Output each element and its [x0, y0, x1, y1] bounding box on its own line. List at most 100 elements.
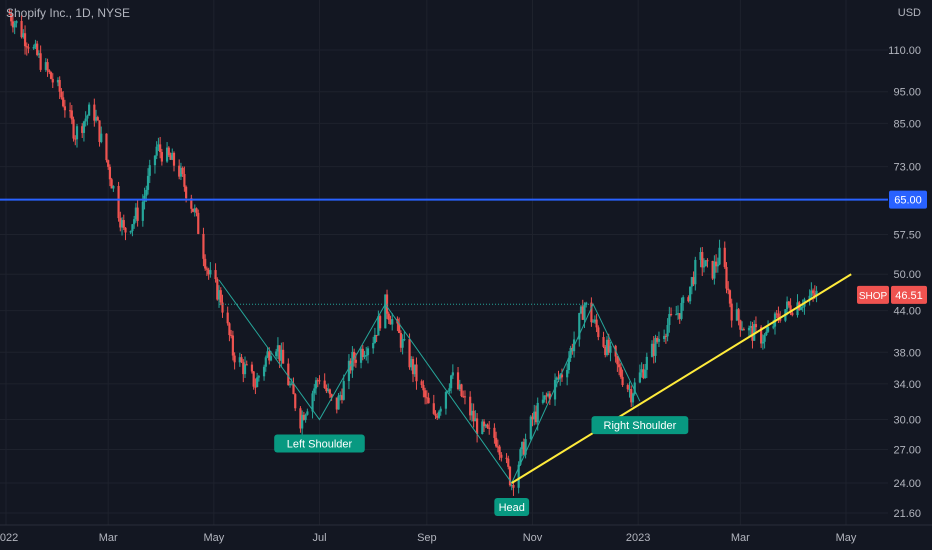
y-tick-label: 30.00 — [893, 415, 921, 427]
candle-body — [609, 345, 612, 353]
candle-body — [37, 53, 41, 55]
candle-body — [463, 396, 467, 398]
candle-body — [169, 155, 172, 160]
candle-body — [642, 369, 645, 378]
candle-body — [678, 313, 681, 319]
candle-body — [486, 424, 489, 428]
candle-body — [204, 258, 207, 269]
candle-body — [531, 416, 534, 420]
candle-body — [301, 414, 304, 429]
candle-body — [403, 339, 406, 341]
candle-body — [100, 133, 103, 142]
candle-body — [702, 266, 706, 268]
candle-body — [437, 411, 441, 418]
candle-body — [760, 327, 763, 344]
candle-body — [391, 318, 394, 325]
candle-body — [318, 380, 321, 382]
candle-body — [181, 167, 184, 175]
candle-body — [628, 389, 631, 391]
candle-body — [242, 362, 245, 375]
candle-body — [107, 160, 110, 167]
candle-body — [595, 319, 598, 328]
candle-body — [687, 297, 690, 302]
candle-body — [84, 118, 87, 122]
candle-body — [663, 335, 666, 340]
candle-body — [157, 144, 160, 147]
candle-body — [183, 174, 186, 187]
candle-body — [342, 381, 345, 400]
candle-body — [597, 327, 600, 338]
y-tick-label: 24.00 — [893, 478, 921, 490]
candle-body — [22, 33, 25, 38]
candle-body — [316, 380, 319, 382]
candle-body — [786, 301, 789, 310]
candle-body — [652, 343, 655, 356]
candle-body — [496, 446, 499, 448]
candle-body — [119, 218, 122, 228]
candle-body — [607, 339, 610, 353]
x-tick-label: Mar — [99, 532, 118, 544]
candle-body — [217, 290, 221, 300]
candle-body — [328, 389, 331, 395]
candle-body — [193, 208, 196, 212]
annotation-box — [591, 416, 689, 435]
candle-body — [243, 364, 247, 375]
candle-body — [650, 343, 654, 357]
candle-body — [706, 260, 709, 262]
chart-title: Shopify Inc., 1D, NYSE — [6, 6, 131, 20]
candle-body — [81, 126, 84, 133]
candle-body — [110, 179, 113, 189]
candle-body — [299, 408, 302, 429]
level-price-tag — [889, 190, 927, 209]
candle-body — [654, 338, 657, 356]
candle-body — [287, 363, 290, 386]
candle-body — [347, 360, 351, 382]
candle-body — [233, 355, 236, 363]
annotation-box — [494, 498, 530, 516]
candle-body — [484, 424, 487, 427]
candle-body — [434, 413, 437, 416]
candle-body — [366, 348, 370, 356]
candle-body — [172, 152, 176, 166]
candle-body — [49, 72, 53, 79]
candle-body — [704, 260, 707, 267]
candle-body — [694, 259, 697, 285]
candle-body — [268, 351, 271, 361]
y-tick-label: 38.00 — [893, 347, 921, 359]
overlays — [0, 198, 888, 484]
candle-body — [185, 186, 188, 199]
candle-body — [276, 345, 280, 352]
candle-body — [133, 219, 136, 225]
candle-body — [730, 303, 733, 321]
candle-body — [98, 120, 101, 142]
candle-body — [72, 119, 75, 139]
trendline — [511, 273, 852, 484]
candle-body — [325, 387, 328, 392]
candle-body — [536, 402, 539, 423]
candle-body — [521, 442, 524, 450]
candle-body — [108, 166, 112, 180]
candle-body — [616, 356, 619, 365]
candle-body — [811, 290, 815, 294]
candle-body — [401, 339, 404, 348]
candle-body — [458, 384, 461, 390]
candle-body — [264, 357, 267, 367]
last-price-tag — [891, 285, 927, 304]
candle-body — [105, 133, 108, 161]
candle-body — [254, 386, 257, 388]
x-tick-label: May — [203, 532, 224, 544]
candle-body — [581, 306, 584, 320]
candle-body — [306, 411, 309, 415]
y-tick-label: 110.00 — [888, 45, 921, 57]
y-tick-label: 57.50 — [893, 229, 921, 241]
candle-body — [282, 349, 285, 364]
candle-body — [131, 224, 134, 232]
candle-body — [751, 325, 754, 341]
candle-body — [112, 185, 115, 189]
candle-body — [604, 346, 607, 356]
candle-body — [451, 372, 454, 376]
candle-body — [230, 335, 233, 337]
candle-body — [171, 152, 174, 160]
